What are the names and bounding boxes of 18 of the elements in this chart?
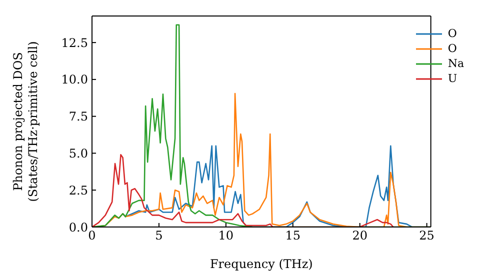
- y-tick-label: 7.5: [68, 110, 88, 124]
- x-tick-label: 20: [352, 228, 368, 243]
- y-tick-label: 12.5: [61, 36, 88, 50]
- x-axis-title: Frequency (THz): [210, 257, 313, 271]
- legend-label: Na: [448, 56, 464, 70]
- y-tick-label: 2.5: [68, 183, 88, 198]
- legend-label: O: [448, 26, 457, 40]
- y-tick-label: 10.0: [61, 72, 88, 87]
- x-tick-label: 5: [155, 228, 163, 243]
- legend-label: U: [448, 72, 458, 86]
- x-tick-label: 15: [285, 228, 301, 243]
- x-tick-label: 0: [88, 228, 96, 243]
- x-tick-label: 10: [218, 228, 234, 243]
- x-tick-label: 25: [419, 228, 434, 243]
- legend-label: O: [448, 42, 457, 56]
- y-tick-label: 5.0: [68, 146, 88, 160]
- y-tick-label: 0.0: [68, 220, 88, 234]
- y-axis-title: Phonon projected DOS (States/THz·primitive cell): [11, 41, 40, 202]
